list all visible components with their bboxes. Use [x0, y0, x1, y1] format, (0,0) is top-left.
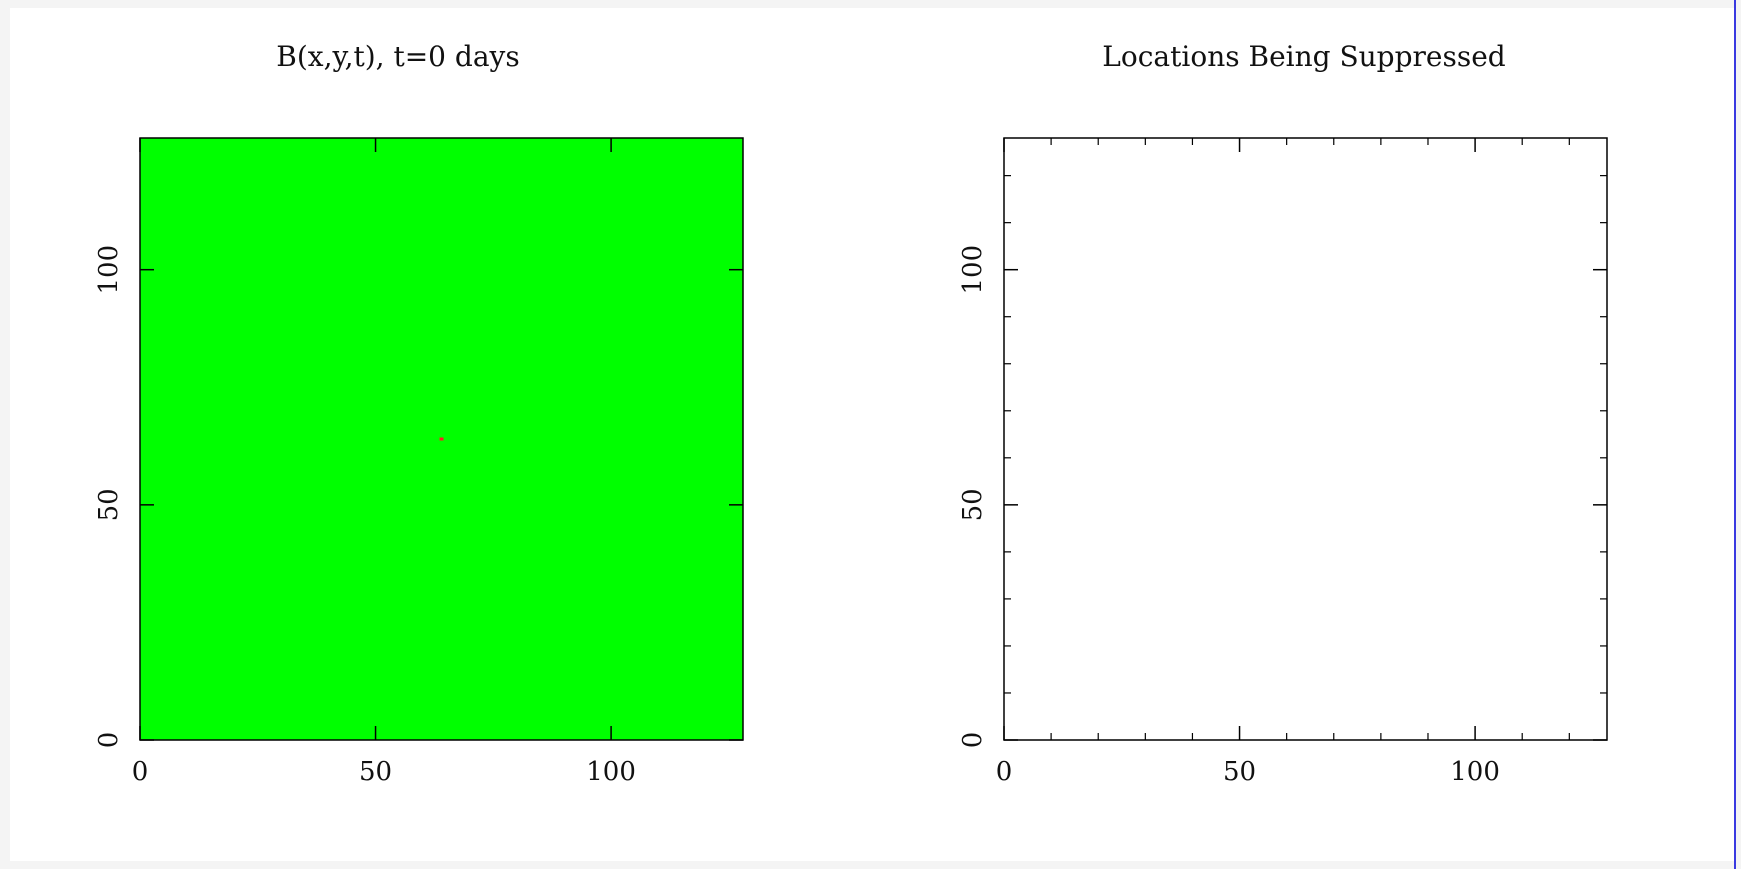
- plot-frame-suppressed: [1003, 137, 1608, 741]
- plot-frame-b-field: [139, 137, 744, 741]
- y-tick-label: 0: [94, 732, 124, 749]
- x-tick-label: 50: [359, 757, 392, 787]
- x-tick-label: 100: [1450, 757, 1500, 787]
- y-tick-label: 0: [958, 732, 988, 749]
- x-tick-label: 0: [996, 757, 1013, 787]
- panel-suppressed: Locations Being Suppressed 0 50 100 0 50 100: [958, 40, 1608, 787]
- chart-title-suppressed: Locations Being Suppressed: [1102, 40, 1505, 73]
- y-tick-label: 50: [94, 488, 124, 521]
- chart-title-b-field: B(x,y,t), t=0 days: [276, 40, 519, 73]
- y-tick-label: 50: [958, 488, 988, 521]
- data-point-0: [439, 437, 444, 441]
- window-edge-line: [1734, 0, 1736, 869]
- axis-ticks-suppressed: 0 50 100 0 50 100: [958, 138, 1607, 787]
- suppressed-plot-area: [1004, 138, 1607, 740]
- y-tick-label: 100: [94, 245, 124, 295]
- panel-b-field: B(x,y,t), t=0 days 0 50 100 0 50 100: [94, 40, 744, 787]
- x-tick-label: 100: [586, 757, 636, 787]
- b-field-points: [439, 437, 444, 441]
- x-tick-label: 50: [1223, 757, 1256, 787]
- x-tick-label: 0: [132, 757, 149, 787]
- y-tick-label: 100: [958, 245, 988, 295]
- axis-ticks-b-field: 0 50 100 0 50 100: [94, 138, 743, 787]
